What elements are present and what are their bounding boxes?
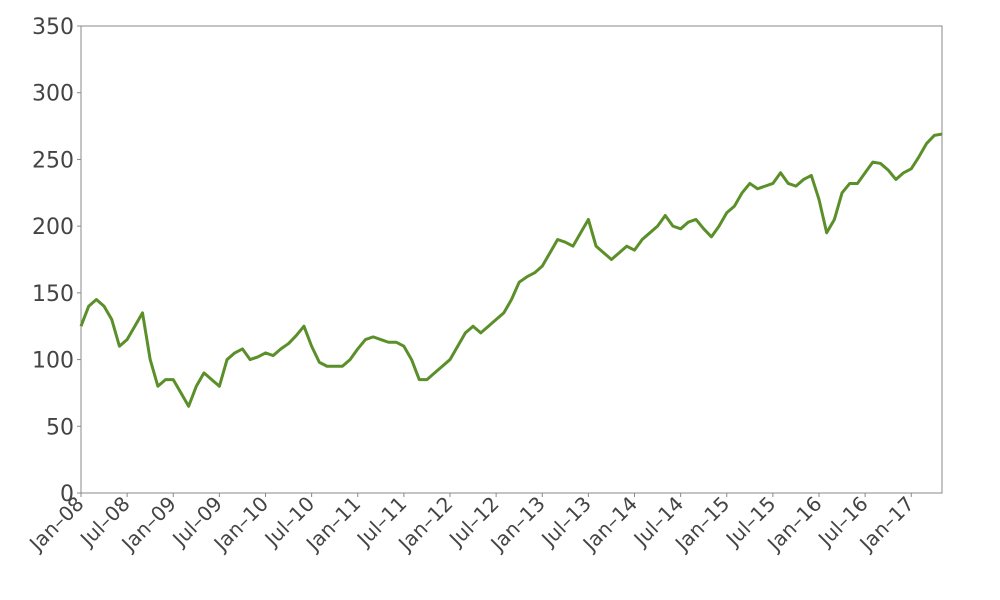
y-tick-label: 300: [32, 82, 74, 107]
y-tick-label: 150: [32, 282, 74, 307]
x-tick-label: Jan–08: [23, 492, 88, 557]
y-tick-label: 200: [32, 215, 74, 240]
y-tick-label: 250: [32, 148, 74, 173]
y-tick-label: 350: [32, 15, 74, 40]
y-tick-label: 100: [32, 349, 74, 374]
y-tick-label: 50: [46, 415, 74, 440]
y-tick-label: 0: [60, 482, 74, 507]
plot-frame: [80, 25, 943, 494]
data-line: [79, 132, 943, 408]
